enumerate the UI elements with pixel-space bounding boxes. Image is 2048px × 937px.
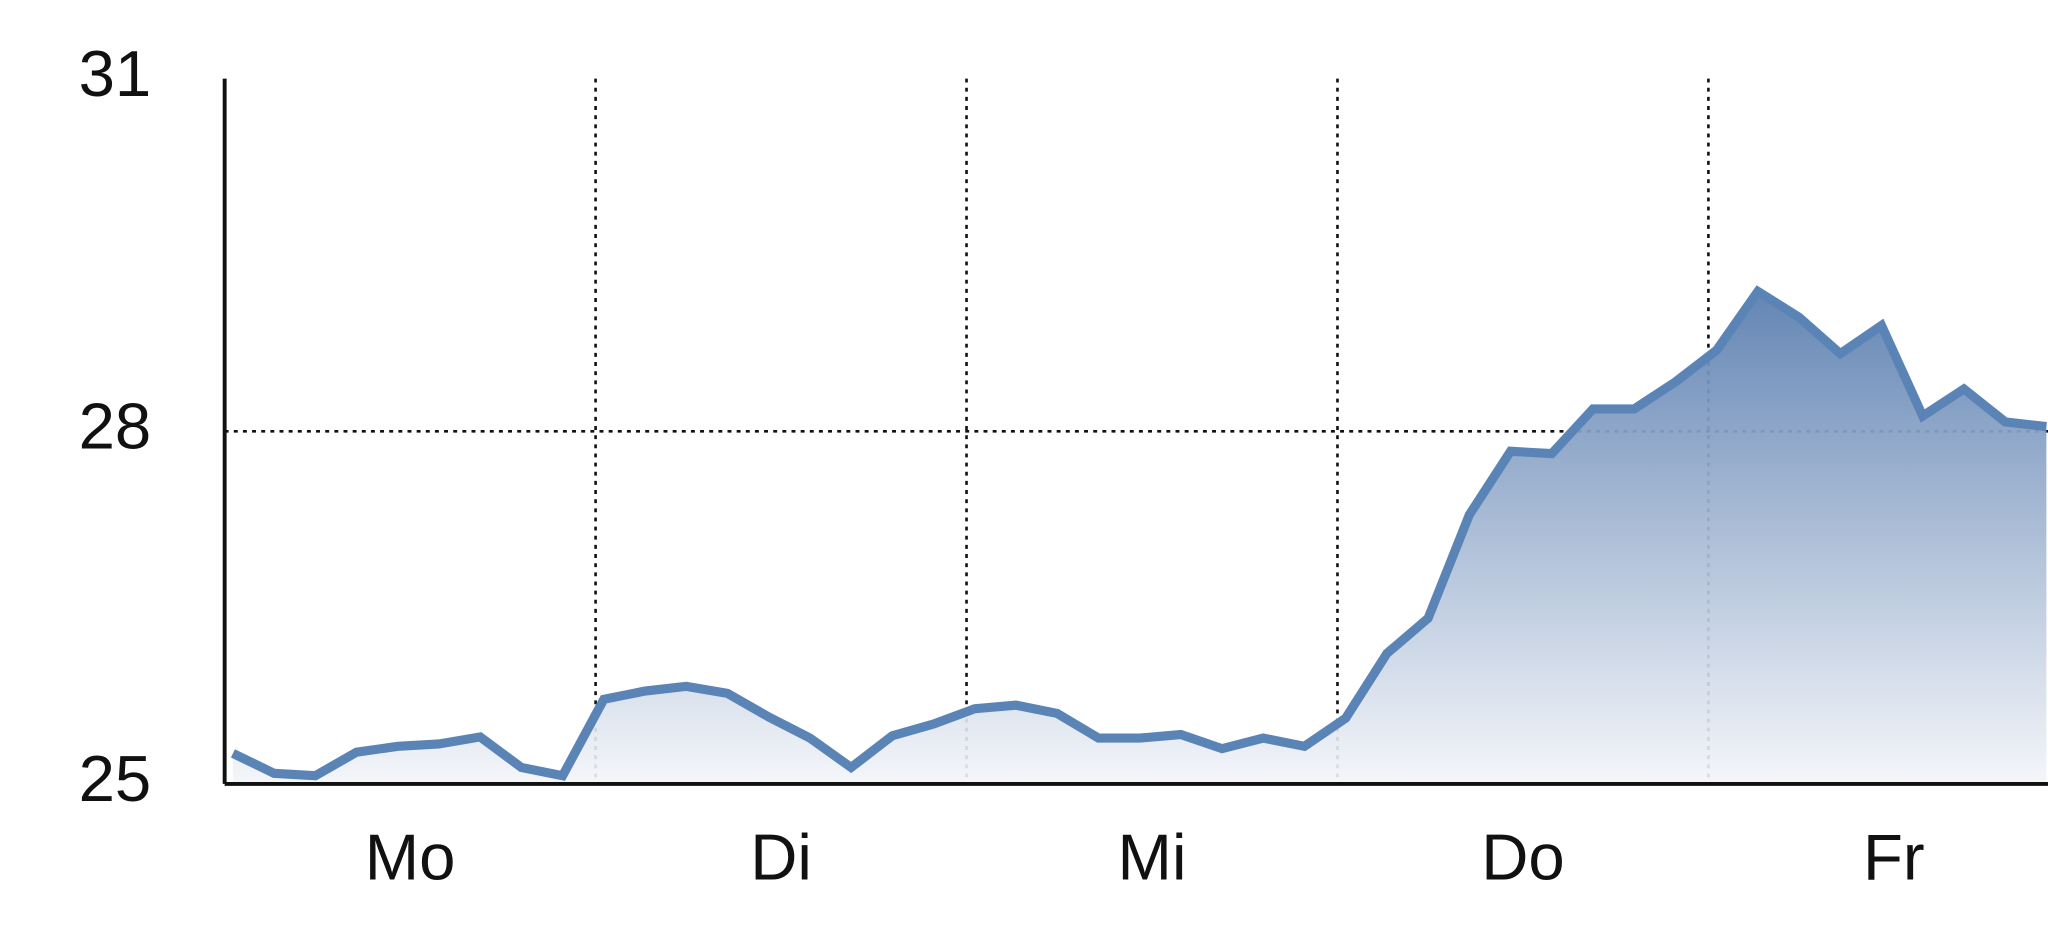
line (230, 285, 2047, 781)
area-fill (232, 291, 2047, 784)
x-tick-label: Di (750, 821, 812, 894)
y-tick-label: 28 (79, 390, 152, 463)
x-tick-label: Mo (365, 821, 456, 894)
y-tick-label: 31 (79, 37, 152, 110)
plot (224, 78, 2048, 784)
x-tick-label: Mi (1118, 821, 1187, 894)
y-tick-label: 25 (79, 742, 152, 815)
x-tick-label: Do (1481, 821, 1564, 894)
x-tick-label: Fr (1863, 821, 1925, 894)
